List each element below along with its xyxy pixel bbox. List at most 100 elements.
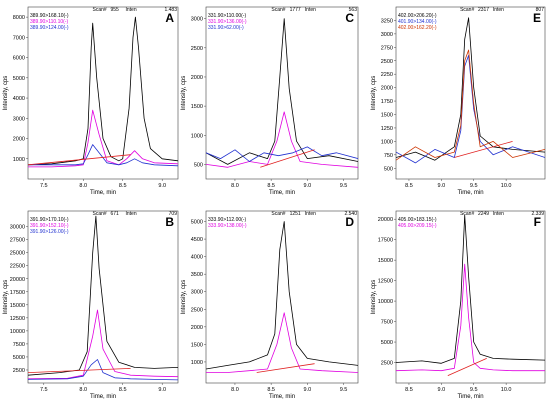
y-tick-label: 25000 <box>10 251 25 257</box>
y-tick-label: 5000 <box>191 220 203 226</box>
legend-entry: 391.90>152.10(-) <box>30 223 69 229</box>
legend-entry: 405.00>183.15(-) <box>398 217 437 223</box>
series-line-3 <box>396 49 545 161</box>
series-line-2 <box>28 309 178 380</box>
y-tick-label: 6000 <box>13 56 25 62</box>
legend-entry: 402.00>206.20(-) <box>398 13 437 19</box>
scan-value: 1777 <box>290 7 301 13</box>
scan-value: 1251 <box>290 211 301 217</box>
y-tick-label: 30000 <box>10 225 25 231</box>
x-tick-label: 8.5 <box>267 387 275 393</box>
scan-label: Scan# <box>93 7 107 13</box>
y-tick-label: 2500 <box>13 368 25 374</box>
series-line-4 <box>28 154 131 166</box>
series-line-3 <box>447 358 487 376</box>
x-tick-label: 9.0 <box>158 183 166 189</box>
series-line-4 <box>454 141 513 158</box>
y-tick-label: 12500 <box>10 316 25 322</box>
y-tick-label: 2000 <box>381 86 393 92</box>
x-tick-label: 8.0 <box>231 183 239 189</box>
x-tick-label: 8.5 <box>405 183 413 189</box>
x-tick-label: 9.5 <box>470 387 478 393</box>
series-line-1 <box>396 17 545 161</box>
panel-letter: E <box>533 11 541 25</box>
y-tick-label: 500 <box>194 162 203 168</box>
scan-value: 2249 <box>478 211 489 217</box>
x-tick-label: 8.5 <box>405 387 413 393</box>
x-tick-label: 10.0 <box>501 183 512 189</box>
y-tick-label: 3000 <box>381 32 393 38</box>
y-tick-label: 1500 <box>191 342 203 348</box>
y-tick-label: 1000 <box>13 157 25 163</box>
y-tick-label: 10000 <box>378 299 393 305</box>
series-line-4 <box>260 149 315 168</box>
y-tick-label: 15000 <box>378 258 393 264</box>
y-tick-label: 2000 <box>13 137 25 143</box>
y-tick-label: 2750 <box>381 45 393 51</box>
series-line-3 <box>256 363 315 373</box>
legend-entry: 331.90>62.00(-) <box>208 25 244 31</box>
series-line-3 <box>28 359 178 381</box>
chart-panel-e: Scan# 2317 Inten 807 402.00>206.20(-)401.90>… <box>371 6 546 196</box>
y-tick-label: 3000 <box>191 290 203 296</box>
max-intensity-value: 2.540 <box>344 211 357 217</box>
y-tick-label: 3250 <box>381 18 393 24</box>
y-axis-label: Intensity, cps <box>181 76 187 111</box>
legend-entry: 333.90>112.00(-) <box>208 217 246 223</box>
plot-frame <box>205 210 359 384</box>
x-tick-label: 9.5 <box>340 183 348 189</box>
y-tick-label: 1250 <box>381 126 393 132</box>
y-tick-label: 27500 <box>10 238 25 244</box>
legend-entry: 402.00>162.20(-) <box>398 25 437 31</box>
scan-value: 2317 <box>478 7 489 13</box>
y-tick-label: 5000 <box>381 340 393 346</box>
y-tick-label: 7500 <box>381 320 393 326</box>
scan-label: Scan# <box>460 211 474 217</box>
x-tick-label: 10.0 <box>501 387 512 393</box>
y-tick-label: 1000 <box>191 360 203 366</box>
series-line-2 <box>206 312 358 373</box>
x-axis-label: Time, min <box>90 394 116 400</box>
y-tick-label: 5000 <box>13 355 25 361</box>
max-intensity-value: 2.339 <box>531 211 544 217</box>
x-tick-label: 8.0 <box>231 387 239 393</box>
series-line-3 <box>206 146 358 162</box>
chart-panel-c: Scan# 1777 Inten 563331.90>110.00(-)331.90>… <box>181 6 359 196</box>
panel-letter: C <box>345 11 354 25</box>
y-tick-label: 20000 <box>378 217 393 223</box>
x-tick-label: 9.0 <box>304 387 312 393</box>
x-axis-label: Time, min <box>457 394 483 400</box>
legend-entry: 331.90>136.00(-) <box>208 19 247 25</box>
plot-frame <box>205 6 359 180</box>
y-tick-label: 17500 <box>10 290 25 296</box>
x-axis-label: Time, min <box>269 394 295 400</box>
max-intensity-value: 807 <box>536 7 545 13</box>
scan-label: Scan# <box>93 211 107 217</box>
series-line-2 <box>396 55 545 164</box>
scan-label: Scan# <box>460 7 474 13</box>
inten-label: Inten <box>493 211 504 217</box>
y-tick-label: 20000 <box>10 277 25 283</box>
series-line-1 <box>396 214 545 364</box>
y-axis-label: Intensity, cps <box>181 280 187 315</box>
max-intensity-value: 563 <box>349 7 358 13</box>
series-line-1 <box>206 221 358 370</box>
y-tick-label: 3500 <box>191 272 203 278</box>
y-tick-label: 500 <box>384 166 393 172</box>
y-tick-label: 1750 <box>381 99 393 105</box>
y-tick-label: 1500 <box>191 104 203 110</box>
y-tick-label: 22500 <box>10 264 25 270</box>
x-tick-label: 9.0 <box>304 183 312 189</box>
y-tick-label: 3000 <box>191 17 203 23</box>
x-tick-label: 8.5 <box>119 183 127 189</box>
y-tick-label: 4000 <box>13 96 25 102</box>
panel-letter: F <box>534 215 541 229</box>
x-tick-label: 8.0 <box>79 183 87 189</box>
y-tick-label: 1000 <box>191 133 203 139</box>
x-tick-label: 7.5 <box>40 387 48 393</box>
y-tick-label: 2000 <box>191 75 203 81</box>
inten-label: Inten <box>126 211 137 217</box>
max-intensity-value: 709 <box>169 211 178 217</box>
series-line-1 <box>206 18 358 165</box>
inten-label: Inten <box>126 7 137 13</box>
